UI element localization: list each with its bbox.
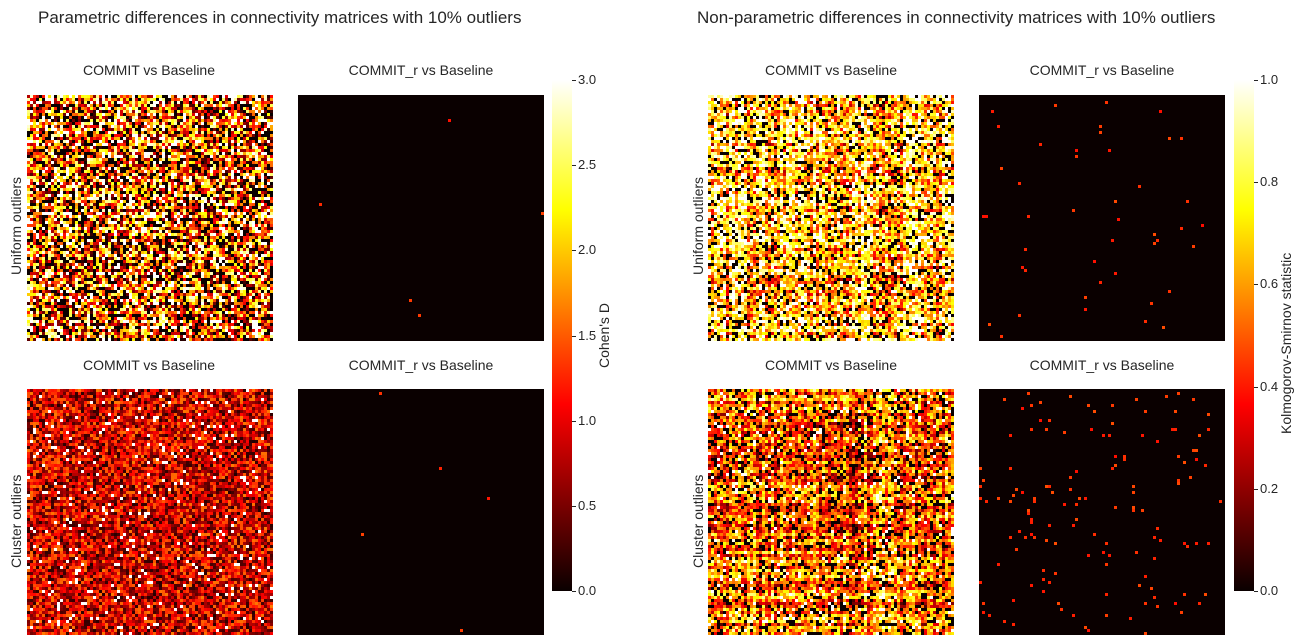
- colorbar-tick-label: 2.5: [578, 157, 597, 173]
- right-heatmap-cluster-commit-r: [979, 389, 1225, 635]
- colorbar-tick-mark: [1254, 182, 1258, 184]
- colorbar-tick-label: 0.5: [578, 497, 597, 513]
- left-panel-1-title: COMMIT_r vs Baseline: [348, 62, 494, 78]
- left-heatmap-uniform-commit-r: [298, 95, 544, 341]
- right-colorbar-label: Kolmogorov-Smirnov statistic: [1278, 252, 1294, 434]
- colorbar-tick-label: 0.2: [1260, 480, 1279, 496]
- colorbar-tick-label: 0.6: [1260, 276, 1279, 292]
- colorbar-tick-mark: [1254, 284, 1258, 286]
- colorbar-tick-mark: [572, 335, 576, 337]
- colorbar-tick-label: 0.4: [1260, 378, 1279, 394]
- colorbar-tick-mark: [572, 420, 576, 422]
- left-heatmap-uniform-commit: [27, 95, 273, 341]
- right-panel-0-title: COMMIT vs Baseline: [765, 62, 897, 78]
- left-colorbar: [552, 80, 572, 591]
- colorbar-tick-label: 3.0: [578, 72, 597, 87]
- colorbar-tick-mark: [572, 250, 576, 252]
- left-panel-3-title: COMMIT_r vs Baseline: [348, 357, 494, 373]
- left-panel-2-title: COMMIT vs Baseline: [83, 357, 215, 373]
- left-heatmap-cluster-commit: [27, 389, 273, 635]
- colorbar-tick-label: 0.0: [1260, 583, 1279, 598]
- colorbar-tick-mark: [572, 591, 576, 592]
- right-figure-title: Non-parametric differences in connectivi…: [697, 8, 1216, 27]
- colorbar-tick-mark: [1254, 386, 1258, 388]
- right-panel-1-title: COMMIT_r vs Baseline: [1029, 62, 1175, 78]
- left-row-label-cluster: Cluster outliers: [8, 474, 24, 568]
- colorbar-tick-mark: [1254, 488, 1258, 490]
- right-heatmap-uniform-commit: [708, 95, 954, 341]
- colorbar-tick-mark: [1254, 591, 1258, 592]
- right-heatmap-uniform-commit-r: [979, 95, 1225, 341]
- colorbar-tick-label: 1.0: [578, 412, 597, 428]
- right-heatmap-cluster-commit: [708, 389, 954, 635]
- right-row-label-cluster: Cluster outliers: [690, 474, 706, 568]
- colorbar-tick-label: 0.0: [578, 583, 597, 598]
- colorbar-tick-label: 0.8: [1260, 174, 1279, 190]
- colorbar-tick-label: 1.5: [578, 327, 597, 343]
- colorbar-tick-mark: [572, 505, 576, 507]
- right-panel-3-title: COMMIT_r vs Baseline: [1029, 357, 1175, 373]
- colorbar-tick-mark: [1254, 80, 1258, 81]
- right-row-label-uniform: Uniform outliers: [690, 176, 706, 275]
- left-panel-0-title: COMMIT vs Baseline: [83, 62, 215, 78]
- colorbar-tick-mark: [572, 165, 576, 167]
- left-heatmap-cluster-commit-r: [298, 389, 544, 635]
- left-colorbar-label: Cohen's D: [596, 303, 612, 368]
- left-figure-title: Parametric differences in connectivity m…: [38, 8, 522, 27]
- colorbar-tick-label: 2.0: [578, 242, 597, 258]
- right-panel-2-title: COMMIT vs Baseline: [765, 357, 897, 373]
- right-colorbar: [1234, 80, 1254, 591]
- colorbar-tick-mark: [572, 80, 576, 81]
- colorbar-tick-label: 1.0: [1260, 72, 1279, 87]
- left-row-label-uniform: Uniform outliers: [8, 176, 24, 275]
